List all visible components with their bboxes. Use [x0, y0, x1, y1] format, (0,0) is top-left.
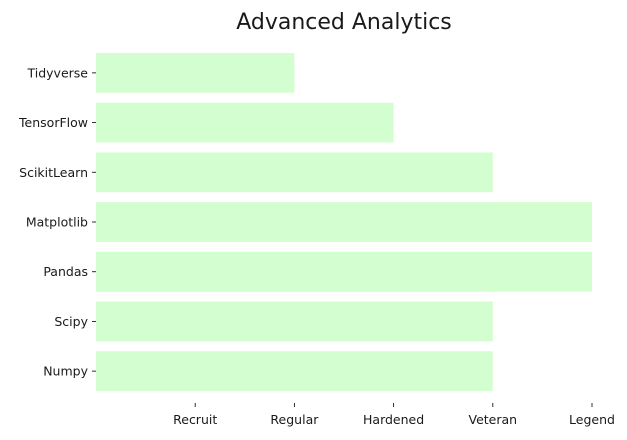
bar-scikitlearn: [96, 152, 493, 193]
x-axis-ticks: Recruit Regular Hardened Veteran Legend: [173, 403, 615, 427]
x-tick-label: Legend: [569, 412, 615, 427]
bars-group: [96, 52, 592, 392]
y-tick-label: Numpy: [43, 364, 88, 379]
y-tick-label: Tidyverse: [27, 65, 89, 80]
bar-matplotlib: [96, 202, 592, 242]
bar-tensorflow: [96, 102, 394, 143]
y-tick-label: ScikitLearn: [19, 165, 88, 180]
bar-numpy: [96, 351, 493, 392]
y-tick-label: TensorFlow: [18, 115, 88, 130]
y-tick-label: Pandas: [43, 264, 88, 279]
x-tick-label: Veteran: [469, 412, 518, 427]
bar-scipy: [96, 301, 493, 342]
x-tick-label: Hardened: [363, 412, 424, 427]
y-tick-label: Scipy: [54, 314, 88, 329]
chart-title: Advanced Analytics: [236, 10, 452, 35]
y-tick-label: Matplotlib: [26, 215, 88, 230]
x-tick-label: Recruit: [173, 412, 217, 427]
bar-pandas: [96, 251, 592, 292]
y-axis-ticks: Numpy Scipy Pandas Matplotlib ScikitLearn Ten…: [18, 65, 96, 379]
bar-tidyverse: [96, 52, 295, 93]
x-tick-label: Regular: [270, 412, 319, 427]
